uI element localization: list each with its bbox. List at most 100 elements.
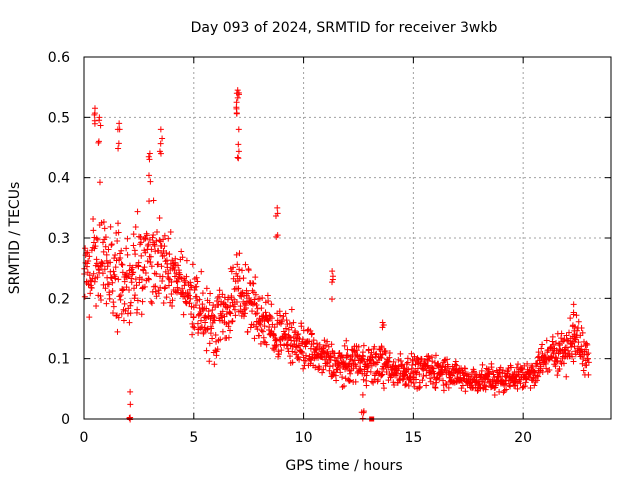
data-point: [214, 346, 221, 353]
data-point: [117, 292, 124, 299]
data-point: [110, 309, 117, 316]
data-point: [219, 308, 226, 315]
data-point: [484, 373, 491, 380]
data-point: [130, 231, 137, 238]
data-point: [573, 334, 580, 341]
data-point: [147, 258, 154, 265]
data-point: [100, 248, 107, 255]
x-tick-label: 0: [80, 430, 89, 446]
data-point: [145, 153, 152, 160]
data-point: [323, 360, 330, 367]
data-point: [160, 300, 167, 307]
data-point: [274, 232, 281, 239]
data-point: [234, 94, 241, 101]
data-point: [117, 255, 124, 262]
data-point: [202, 319, 209, 326]
data-point: [185, 292, 192, 299]
data-point: [138, 239, 145, 246]
data-point: [126, 286, 133, 293]
data-point: [116, 126, 123, 133]
data-point: [229, 318, 236, 325]
data-point: [259, 294, 266, 301]
data-point: [405, 382, 412, 389]
data-point: [245, 267, 252, 274]
data-point: [408, 350, 415, 357]
data-point: [241, 292, 248, 299]
data-point: [164, 264, 171, 271]
data-point: [378, 343, 385, 350]
data-point: [234, 261, 241, 268]
data-point: [302, 357, 309, 364]
data-point: [266, 312, 273, 319]
data-point: [563, 373, 570, 380]
data-point: [257, 340, 264, 347]
data-point: [105, 281, 112, 288]
data-point: [560, 360, 567, 367]
data-point: [321, 350, 328, 357]
data-point: [512, 382, 519, 389]
data-point: [114, 328, 121, 335]
data-point: [570, 309, 577, 316]
data-point: [183, 273, 190, 280]
data-point: [272, 344, 279, 351]
data-point: [239, 267, 246, 274]
data-point: [504, 370, 511, 377]
data-point: [570, 358, 577, 365]
data-point: [359, 415, 366, 422]
data-point: [217, 336, 224, 343]
data-point: [264, 292, 271, 299]
data-point: [478, 367, 485, 374]
data-point: [327, 353, 334, 360]
data-point: [300, 365, 307, 372]
x-tick-label: 5: [189, 430, 198, 446]
data-point: [209, 335, 216, 342]
y-tick-label: 0.4: [48, 171, 70, 187]
data-point: [462, 388, 469, 395]
data-point: [93, 302, 100, 309]
data-point: [345, 361, 352, 368]
data-point: [199, 290, 206, 297]
data-point: [86, 272, 93, 279]
data-point: [585, 350, 592, 357]
data-point: [569, 353, 576, 360]
data-point: [242, 261, 249, 268]
data-point: [84, 249, 91, 256]
data-point: [427, 369, 434, 376]
data-point: [112, 251, 119, 258]
data-point: [359, 391, 366, 398]
data-point: [282, 310, 289, 317]
data-point: [235, 155, 242, 162]
data-point: [445, 384, 452, 391]
data-point: [410, 379, 417, 386]
data-point: [234, 154, 241, 161]
data-point: [93, 260, 100, 267]
data-point: [558, 335, 565, 342]
data-point: [546, 367, 553, 374]
data-point: [134, 297, 141, 304]
data-point: [583, 346, 590, 353]
data-point: [476, 381, 483, 388]
data-point: [227, 310, 234, 317]
data-point: [219, 328, 226, 335]
data-point: [161, 243, 168, 250]
data-point: [585, 359, 592, 366]
data-point: [324, 338, 331, 345]
data-point: [165, 270, 172, 277]
data-point: [81, 293, 88, 300]
data-point: [91, 120, 98, 127]
data-point: [367, 368, 374, 375]
data-point: [554, 357, 561, 364]
data-point: [273, 337, 280, 344]
data-point: [256, 332, 263, 339]
data-point: [506, 382, 513, 389]
data-point: [127, 299, 134, 306]
data-point: [488, 364, 495, 371]
data-point: [180, 311, 187, 318]
data-point: [320, 366, 327, 373]
data-point: [163, 249, 170, 256]
plot-frame: [83, 56, 612, 420]
data-point: [242, 305, 249, 312]
data-point: [236, 266, 243, 273]
data-point: [188, 311, 195, 318]
data-point: [554, 372, 561, 379]
